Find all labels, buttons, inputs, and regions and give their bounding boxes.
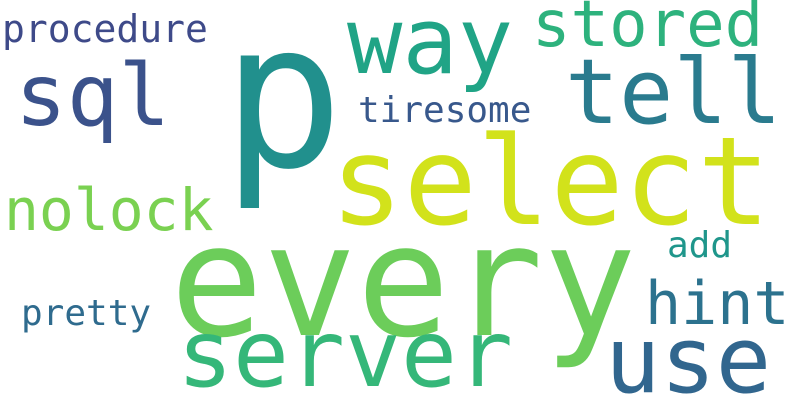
word-procedure: procedure [2,7,208,51]
word-every: every [170,191,637,372]
word-select: select [330,111,771,253]
word-pretty: pretty [21,293,152,334]
word-tell: tell [565,40,782,145]
word-use: use [605,307,772,400]
word-nolock: nolock [4,176,214,244]
word-p: p [222,0,344,214]
word-hint: hint [645,269,790,339]
word-way: way [347,0,514,95]
word-add: add [667,225,733,266]
word-tiresome: tiresome [358,90,532,131]
word-sql: sql [15,46,171,146]
word-stored: stored [532,0,764,62]
word-server: server [177,300,513,400]
